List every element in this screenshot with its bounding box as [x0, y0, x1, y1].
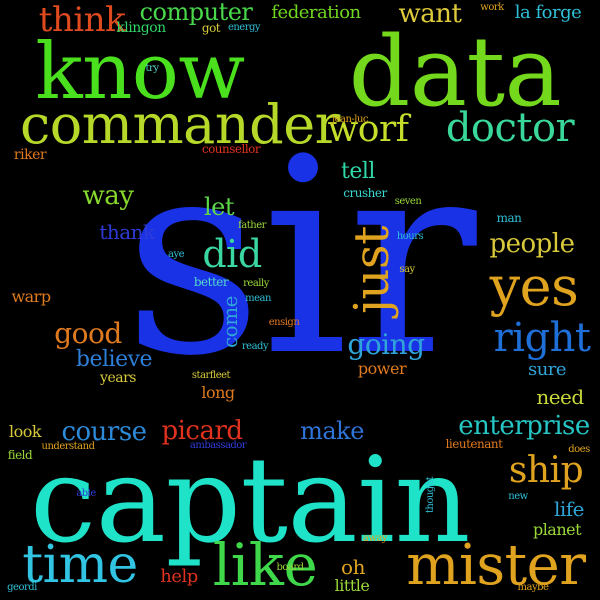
word-new: new	[508, 491, 528, 502]
word-course: course	[61, 417, 147, 447]
word-want: want	[398, 0, 462, 29]
word-let: let	[203, 193, 235, 221]
word-mister: mister	[406, 533, 586, 598]
word-better: better	[193, 275, 229, 289]
word-geordi: geordi	[7, 582, 37, 593]
word-enterprise: enterprise	[458, 411, 590, 441]
word-know: know	[35, 27, 245, 117]
word-really: really	[243, 278, 269, 289]
word-hours: hours	[396, 231, 424, 242]
word-years: years	[100, 370, 136, 386]
word-did: did	[202, 232, 262, 276]
word-look: look	[8, 422, 42, 441]
word-worf: worf	[327, 109, 409, 150]
word-people: people	[489, 229, 575, 259]
word-good: good	[54, 317, 122, 350]
word-mean: mean	[245, 293, 271, 304]
word-captain: captain	[30, 431, 470, 569]
word-ambassador: ambassador	[189, 440, 247, 451]
word-away: away	[362, 533, 388, 544]
word-man: man	[496, 211, 522, 225]
word-ensign: ensign	[268, 317, 300, 328]
word-federation: federation	[271, 2, 361, 23]
word-make: make	[300, 417, 364, 445]
word-ship: ship	[508, 450, 584, 491]
word-crusher: crusher	[343, 186, 387, 200]
word-maybe: maybe	[517, 582, 549, 593]
word-yes: yes	[489, 255, 579, 318]
word-work: work	[480, 2, 504, 13]
word-planet: planet	[532, 520, 582, 539]
word-oh: oh	[341, 555, 365, 579]
word-got: got	[201, 21, 221, 35]
word-able: able	[76, 488, 96, 499]
word-energy: energy	[227, 22, 261, 33]
word-long: long	[201, 383, 235, 402]
word-like: like	[212, 531, 318, 599]
word-try: try	[145, 63, 159, 74]
word-father: father	[238, 220, 266, 231]
word-field: field	[7, 448, 33, 462]
word-counsellor: counsellor	[201, 142, 261, 156]
word-sir: sir	[123, 100, 477, 415]
word-help: help	[160, 566, 198, 587]
word-going: going	[347, 328, 425, 361]
word-sure: sure	[527, 359, 567, 380]
word-doctor: doctor	[445, 105, 575, 151]
word-thought: thought	[425, 476, 436, 514]
word-believe: believe	[75, 347, 153, 372]
word-aye: aye	[167, 249, 185, 260]
word-board: board	[276, 562, 304, 573]
word-thank: thank	[99, 220, 155, 244]
word-power: power	[357, 359, 407, 378]
word-computer: computer	[139, 0, 253, 26]
word-data: data	[348, 16, 562, 128]
word-seven: seven	[394, 196, 422, 207]
word-picard: picard	[161, 416, 243, 446]
word-ready: ready	[241, 341, 269, 352]
word-need: need	[536, 385, 584, 409]
word-la-forge: la forge	[514, 2, 582, 23]
word-tell: tell	[341, 159, 375, 184]
word-life: life	[553, 497, 585, 521]
word-just: just	[344, 226, 400, 314]
word-right: right	[493, 315, 591, 361]
word-starfleet: starfleet	[191, 370, 231, 381]
word-lieutenant: lieutenant	[445, 437, 503, 451]
word-does: does	[568, 444, 590, 455]
word-time: time	[22, 535, 138, 595]
word-jean-luc: jean-luc	[331, 114, 369, 125]
word-commander: commander	[20, 93, 340, 156]
word-come: come	[218, 295, 242, 349]
word-little: little	[334, 576, 370, 595]
word-way: way	[82, 181, 134, 211]
word-riker: riker	[13, 147, 47, 163]
word-klingon: klingon	[116, 20, 166, 36]
word-say: say	[399, 264, 415, 275]
word-understand: understand	[41, 441, 95, 452]
word-warp: warp	[11, 287, 51, 306]
word-think: think	[38, 0, 126, 40]
